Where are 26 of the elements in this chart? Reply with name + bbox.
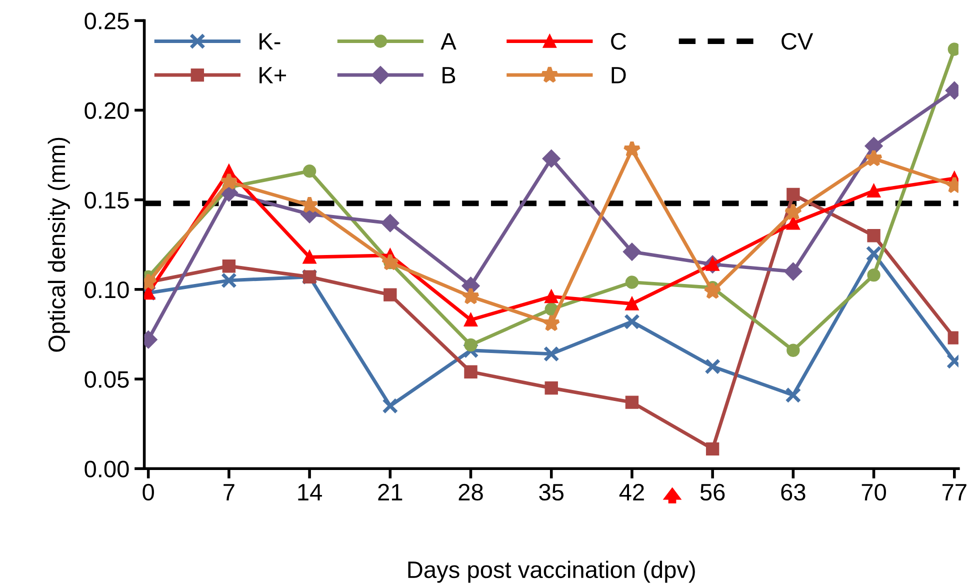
- x-tick-label: 35: [539, 484, 564, 501]
- x-tick-label: 0: [142, 484, 154, 501]
- y-tick-label: 0.05: [84, 371, 129, 388]
- y-tick-label: 0.20: [84, 102, 129, 119]
- x-axis-title: Days post vaccination (dpv): [408, 560, 695, 583]
- x-tick-label: 14: [298, 484, 322, 500]
- x-tick-label: 42: [619, 484, 644, 500]
- legend-label: A: [440, 33, 456, 50]
- x-tick-label: 63: [781, 484, 806, 501]
- x-tick-label: 70: [862, 484, 886, 501]
- legend-label: C: [611, 33, 626, 50]
- legend-label: D: [612, 67, 626, 84]
- x-tick-label: 56: [700, 484, 725, 501]
- x-tick-label: 7: [224, 484, 234, 500]
- y-tick-label: 0.25: [84, 12, 129, 30]
- x-tick-label: 28: [458, 484, 483, 501]
- x-tick-label: 77: [942, 484, 966, 500]
- y-tick-label: 0.10: [84, 281, 129, 298]
- x-tick-label: 21: [378, 484, 402, 500]
- legend-label: K-: [260, 33, 280, 50]
- y-tick-label: 0.00: [84, 460, 129, 478]
- legend-label: B: [442, 67, 456, 84]
- legend-label: K+: [260, 67, 286, 84]
- y-tick-label: 0.15: [84, 192, 129, 209]
- y-axis-title: Optical density (mm): [48, 138, 70, 352]
- legend-label: CV: [782, 33, 814, 50]
